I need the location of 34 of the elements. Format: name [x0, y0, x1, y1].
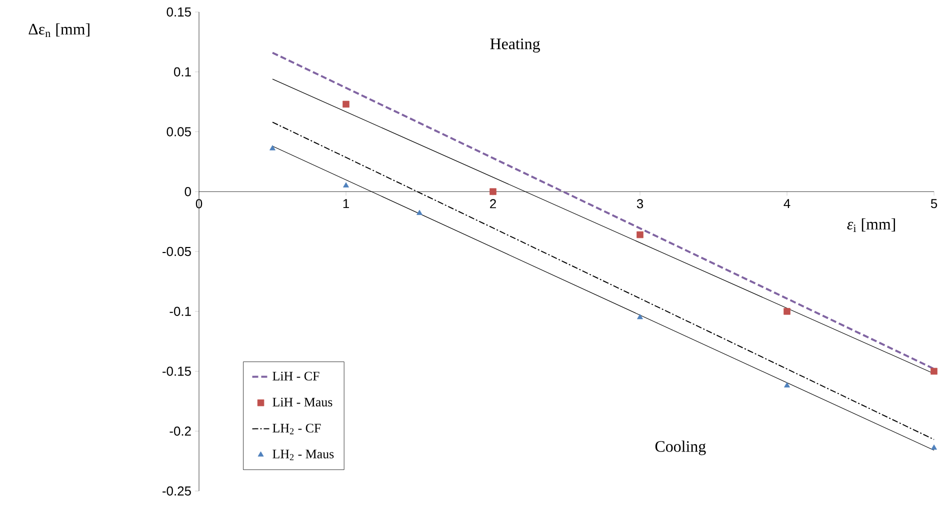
- x-tick-label: 2: [490, 199, 496, 208]
- x-tick-label: 5: [930, 199, 938, 208]
- point: [931, 444, 937, 450]
- legend-label: LiH - Maus: [272, 398, 332, 406]
- point: [490, 188, 496, 196]
- legend-label: LH$_{2}$ - Maus: [272, 450, 334, 460]
- y-axis-title: Δε$_{n}$ [mm]: [28, 23, 90, 38]
- y-tick-label: -0.05: [162, 246, 191, 256]
- x-tick-label: 1: [343, 199, 349, 208]
- y-tick-label: 0.15: [166, 7, 191, 17]
- y-tick-label: -0.15: [162, 366, 191, 376]
- point: [930, 368, 938, 375]
- x-tick-label: 0: [196, 199, 202, 208]
- y-tick-label: 0.05: [166, 127, 191, 136]
- y-tick-label: 0: [184, 187, 191, 196]
- point: [416, 210, 422, 215]
- x-tick-label: 4: [784, 199, 790, 208]
- y-tick-label: -0.25: [162, 486, 191, 496]
- point: [637, 314, 643, 320]
- legend-label: LiH - CF: [272, 372, 320, 380]
- y-tick-label: 0.1: [174, 67, 191, 76]
- point: [343, 182, 349, 188]
- point: [636, 231, 644, 238]
- y-tick-label: -0.2: [170, 426, 191, 436]
- point: [270, 145, 276, 150]
- x-axis-title: ε$_{i}$ [mm]: [847, 218, 895, 232]
- y-tick-label: -0.1: [170, 306, 191, 316]
- legend-label: LH$_{2}$ - CF: [272, 424, 321, 434]
- point: [342, 100, 350, 108]
- point: [784, 382, 790, 388]
- annotation: Heating: [490, 38, 540, 53]
- annotation: Cooling: [655, 440, 706, 456]
- x-tick-label: 3: [636, 199, 644, 208]
- point: [784, 308, 790, 315]
